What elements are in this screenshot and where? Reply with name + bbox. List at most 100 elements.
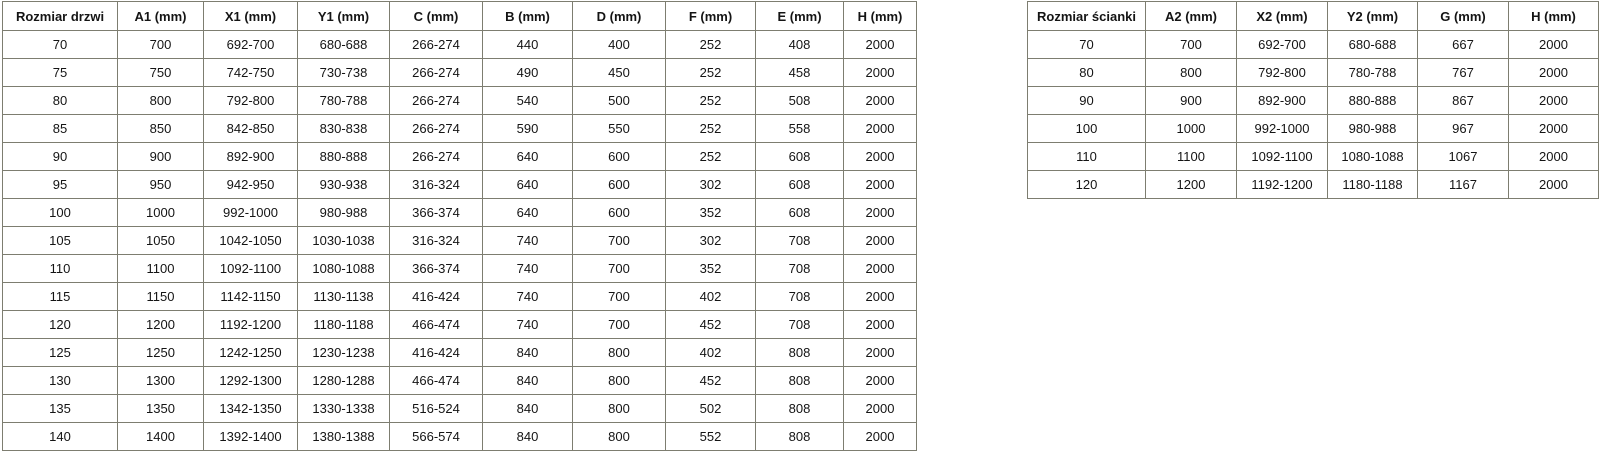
table-row: 95 950 942-950 930-938 316-324 640 600 302 608 20… xyxy=(2,170,917,199)
table-cell: 2000 xyxy=(843,282,917,311)
table-cell: 640 xyxy=(482,170,573,199)
table-row: 85 850 842-850 830-838 266-274 590 550 252 558 20… xyxy=(2,114,917,143)
table-cell: 1000 xyxy=(1145,114,1237,143)
table-cell: 1092-1100 xyxy=(1236,142,1328,171)
table-cell: 1150 xyxy=(117,282,204,311)
table-cell: 316-324 xyxy=(389,226,483,255)
table-cell: 930-938 xyxy=(297,170,390,199)
table-cell: 110 xyxy=(2,254,118,283)
table-cell: 867 xyxy=(1417,86,1509,115)
table-row: 75 750 742-750 730-738 266-274 490 450 252 458 20… xyxy=(2,58,917,87)
table-cell: 600 xyxy=(572,142,666,171)
table-cell: 135 xyxy=(2,394,118,423)
column-header: F (mm) xyxy=(665,1,756,31)
column-header: H (mm) xyxy=(843,1,917,31)
table-cell: 2000 xyxy=(843,254,917,283)
table-cell: 800 xyxy=(572,422,666,451)
table-cell: 85 xyxy=(2,114,118,143)
table-cell: 2000 xyxy=(1508,170,1599,199)
table-cell: 2000 xyxy=(1508,86,1599,115)
table-cell: 840 xyxy=(482,394,573,423)
table-cell: 830-838 xyxy=(297,114,390,143)
table-cell: 1250 xyxy=(117,338,204,367)
table-cell: 2000 xyxy=(843,310,917,339)
table-cell: 880-888 xyxy=(297,142,390,171)
table-cell: 700 xyxy=(572,310,666,339)
table-cell: 1392-1400 xyxy=(203,422,298,451)
table-cell: 266-274 xyxy=(389,86,483,115)
table-cell: 608 xyxy=(755,198,844,227)
table-cell: 1000 xyxy=(117,198,204,227)
table-cell: 452 xyxy=(665,366,756,395)
table-cell: 125 xyxy=(2,338,118,367)
table-row: 90 900 892-900 880-888 867 2000 xyxy=(1027,86,1599,115)
table-cell: 2000 xyxy=(1508,30,1599,59)
table-cell: 2000 xyxy=(843,338,917,367)
table-cell: 840 xyxy=(482,422,573,451)
table-cell: 1242-1250 xyxy=(203,338,298,367)
table-cell: 252 xyxy=(665,142,756,171)
table-cell: 450 xyxy=(572,58,666,87)
table-cell: 800 xyxy=(572,366,666,395)
table-cell: 566-574 xyxy=(389,422,483,451)
table-row: 80 800 792-800 780-788 767 2000 xyxy=(1027,58,1599,87)
table-cell: 2000 xyxy=(843,58,917,87)
table-cell: 992-1000 xyxy=(1236,114,1328,143)
door-size-table: Rozmiar drzwi A1 (mm) X1 (mm) Y1 (mm) C (mm)… xyxy=(2,1,917,451)
table-cell: 667 xyxy=(1417,30,1509,59)
table-cell: 708 xyxy=(755,310,844,339)
table-cell: 950 xyxy=(117,170,204,199)
column-header: H (mm) xyxy=(1508,1,1599,31)
table-cell: 2000 xyxy=(843,30,917,59)
table-cell: 352 xyxy=(665,198,756,227)
table-cell: 1230-1238 xyxy=(297,338,390,367)
table-cell: 1142-1150 xyxy=(203,282,298,311)
table-cell: 680-688 xyxy=(297,30,390,59)
table-cell: 366-374 xyxy=(389,254,483,283)
table-cell: 850 xyxy=(117,114,204,143)
table-cell: 110 xyxy=(1027,142,1146,171)
table-cell: 780-788 xyxy=(1327,58,1418,87)
table-cell: 840 xyxy=(482,366,573,395)
column-header: Rozmiar ścianki xyxy=(1027,1,1146,31)
table-row: 135 1350 1342-1350 1330-1338 516-524 840 800 50… xyxy=(2,394,917,423)
column-header: E (mm) xyxy=(755,1,844,31)
column-header: Rozmiar drzwi xyxy=(2,1,118,31)
table-cell: 140 xyxy=(2,422,118,451)
table-cell: 2000 xyxy=(843,142,917,171)
table-cell: 366-374 xyxy=(389,198,483,227)
table-row: 120 1200 1192-1200 1180-1188 466-474 740 700 45… xyxy=(2,310,917,339)
table-cell: 502 xyxy=(665,394,756,423)
table-cell: 266-274 xyxy=(389,30,483,59)
table-cell: 967 xyxy=(1417,114,1509,143)
table-cell: 730-738 xyxy=(297,58,390,87)
table-cell: 2000 xyxy=(843,422,917,451)
table-cell: 266-274 xyxy=(389,114,483,143)
table-cell: 1300 xyxy=(117,366,204,395)
table-cell: 750 xyxy=(117,58,204,87)
table-cell: 808 xyxy=(755,338,844,367)
table-cell: 1030-1038 xyxy=(297,226,390,255)
table-cell: 408 xyxy=(755,30,844,59)
table-cell: 302 xyxy=(665,170,756,199)
table-cell: 266-274 xyxy=(389,58,483,87)
table-cell: 590 xyxy=(482,114,573,143)
table-cell: 800 xyxy=(572,338,666,367)
table-row: 115 1150 1142-1150 1130-1138 416-424 740 700 40… xyxy=(2,282,917,311)
column-header: Y1 (mm) xyxy=(297,1,390,31)
table-cell: 252 xyxy=(665,30,756,59)
table-cell: 70 xyxy=(2,30,118,59)
table-cell: 692-700 xyxy=(1236,30,1328,59)
table-cell: 2000 xyxy=(843,226,917,255)
table-cell: 980-988 xyxy=(1327,114,1418,143)
table-cell: 2000 xyxy=(1508,142,1599,171)
table-cell: 808 xyxy=(755,366,844,395)
table-cell: 416-424 xyxy=(389,338,483,367)
table-cell: 800 xyxy=(1145,58,1237,87)
header-row: Rozmiar drzwi A1 (mm) X1 (mm) Y1 (mm) C (mm)… xyxy=(2,1,917,31)
table-cell: 2000 xyxy=(1508,114,1599,143)
table-cell: 740 xyxy=(482,310,573,339)
table-cell: 302 xyxy=(665,226,756,255)
table-cell: 1092-1100 xyxy=(203,254,298,283)
